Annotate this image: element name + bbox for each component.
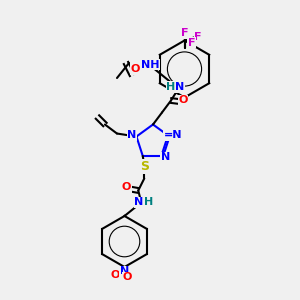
Text: O: O <box>130 64 140 74</box>
Text: H: H <box>167 82 176 92</box>
Text: =N: =N <box>164 130 182 140</box>
Text: O: O <box>178 95 188 106</box>
Text: N: N <box>127 130 136 140</box>
Text: N: N <box>134 197 143 208</box>
Text: S: S <box>140 160 149 173</box>
Text: H: H <box>144 197 153 208</box>
Text: N: N <box>161 152 170 163</box>
Text: F: F <box>181 28 189 38</box>
Text: N: N <box>176 82 184 92</box>
Text: O: O <box>122 182 131 193</box>
Text: F: F <box>188 38 195 48</box>
Text: N: N <box>120 266 129 277</box>
Text: O: O <box>123 272 132 283</box>
Text: NH: NH <box>141 59 159 70</box>
Text: F: F <box>194 32 202 43</box>
Text: O: O <box>111 269 120 280</box>
